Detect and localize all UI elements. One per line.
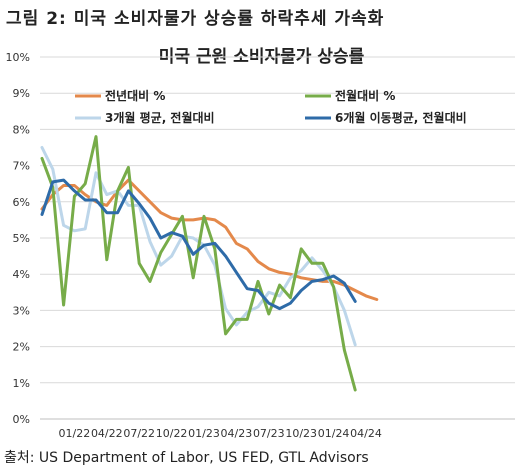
figure-title: 그림 2: 미국 소비자물가 상승률 하락추세 가속화 bbox=[6, 9, 385, 29]
y-tick-label: 3% bbox=[13, 304, 30, 317]
y-tick-label: 4% bbox=[13, 268, 30, 281]
y-tick-label: 6% bbox=[13, 196, 30, 209]
y-tick-label: 5% bbox=[13, 232, 30, 245]
x-tick-label: 04/23 bbox=[221, 427, 253, 440]
legend-label-avg6: 6개월 이동평균, 전월대비 bbox=[335, 110, 467, 125]
source-note: 출처: US Department of Labor, US FED, GTL … bbox=[4, 450, 369, 466]
legend-label-mom: 전월대비 % bbox=[335, 88, 395, 103]
x-tick-label: 04/22 bbox=[91, 427, 123, 440]
x-tick-label: 07/22 bbox=[123, 427, 155, 440]
y-tick-label: 0% bbox=[13, 413, 30, 426]
series-line-mom bbox=[40, 135, 357, 392]
x-tick-label: 01/22 bbox=[59, 427, 91, 440]
y-tick-label: 1% bbox=[13, 377, 30, 390]
x-axis-tick-labels: 01/22 04/22 07/22 10/22 01/23 04/23 07/23 10/23… bbox=[59, 427, 382, 440]
x-tick-label: 10/22 bbox=[156, 427, 188, 440]
x-tick-label: 01/24 bbox=[318, 427, 350, 440]
x-tick-label: 01/23 bbox=[188, 427, 220, 440]
y-tick-label: 2% bbox=[13, 341, 30, 354]
y-tick-label: 10% bbox=[6, 51, 30, 64]
legend-label-avg3: 3개월 평균, 전월대비 bbox=[105, 110, 215, 125]
y-tick-label: 9% bbox=[13, 87, 30, 100]
y-axis-tick-labels: 0% 1% 2% 3% 4% 5% 6% 7% 8% 9% 10% bbox=[6, 51, 30, 426]
x-tick-label: 07/23 bbox=[253, 427, 285, 440]
series-line-avg6 bbox=[40, 178, 357, 311]
y-gridlines bbox=[40, 56, 515, 420]
x-tick-label: 04/24 bbox=[350, 427, 382, 440]
y-tick-label: 8% bbox=[13, 123, 30, 136]
y-tick-label: 7% bbox=[13, 160, 30, 173]
legend-label-yoy: 전년대비 % bbox=[105, 88, 165, 103]
series-lines bbox=[40, 135, 379, 392]
x-tick-label: 10/23 bbox=[285, 427, 317, 440]
legend: 전년대비 % 전월대비 % 3개월 평균, 전월대비 6개월 이동평균, 전월대비 bbox=[75, 88, 467, 125]
